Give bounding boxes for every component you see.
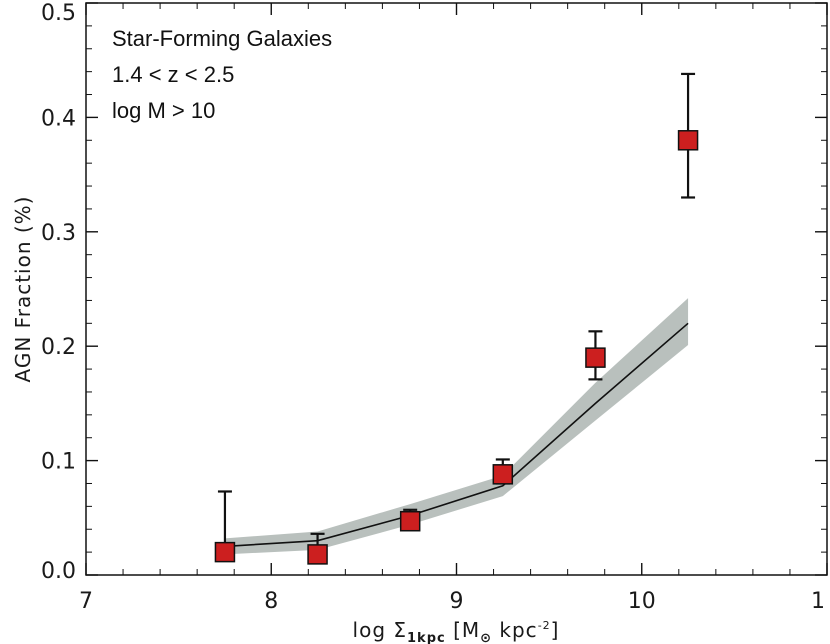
y-tick-label-3: 0.3 <box>41 221 76 246</box>
data-point-4 <box>492 464 514 485</box>
expected-line <box>224 322 689 548</box>
x-tick-label-2: 9 <box>450 589 464 614</box>
line-layer <box>224 322 689 548</box>
x-title-bracket-close: ] <box>551 618 560 642</box>
x-title-superscript: -2 <box>538 619 551 632</box>
x-title-bracket-open: [M <box>446 618 480 642</box>
y-tick-label-0: 0.0 <box>41 559 76 584</box>
x-title-subscript: 1kpc <box>407 631 446 644</box>
data-point-5 <box>585 347 606 368</box>
band-layer <box>224 298 689 555</box>
data-point-3 <box>399 510 421 532</box>
y-tick-label-5: 0.5 <box>41 1 76 26</box>
point-layer <box>214 130 699 565</box>
y-tick-label-1: 0.1 <box>41 450 76 475</box>
tick-layer <box>85 2 828 576</box>
x-title-sun-symbol: ⊙ <box>480 631 492 644</box>
data-point-6 <box>677 130 699 151</box>
annotation-sample: Star-Forming Galaxies <box>112 26 332 51</box>
x-tick-label-0: 7 <box>79 589 93 614</box>
x-tick-label-4: 1 <box>811 589 825 614</box>
y-tick-label-2: 0.2 <box>41 335 76 360</box>
y-axis-title: AGN Fraction (%) <box>11 196 35 383</box>
confidence-band <box>224 298 689 555</box>
annotation-redshift: 1.4 < z < 2.5 <box>112 62 234 87</box>
annotation-mass: log M > 10 <box>112 98 215 123</box>
data-point-1 <box>214 541 236 563</box>
x-tick-label-3: 10 <box>628 589 656 614</box>
x-tick-label-1: 8 <box>264 589 278 614</box>
y-tick-label-4: 0.4 <box>41 106 76 131</box>
tick-label-layer: 7 8 9 10 1 0.0 0.1 0.2 0.3 0.4 0.5 <box>41 1 825 614</box>
data-point-2 <box>307 544 328 565</box>
x-title-unit: kpc <box>492 618 538 642</box>
x-title-prefix: log Σ <box>353 618 407 642</box>
annotation-block: Star-Forming Galaxies 1.4 < z < 2.5 log … <box>112 26 332 123</box>
x-axis-title: log Σ1kpc [M⊙ kpc-2] <box>353 618 560 644</box>
